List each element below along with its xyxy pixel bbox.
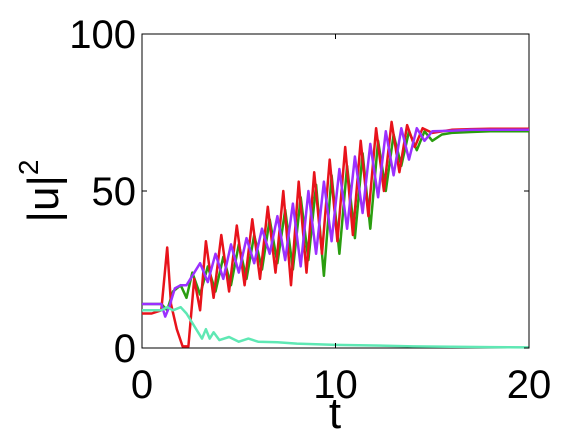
series-line-2 — [142, 120, 529, 348]
x-tick-label-10: 10 — [313, 363, 358, 407]
y-axis-label: |u|2 — [13, 160, 68, 223]
x-axis-label: t — [329, 389, 341, 438]
x-tick-label-20: 20 — [507, 363, 552, 407]
y-tick-label-100: 100 — [69, 13, 136, 57]
series-layer — [142, 120, 530, 349]
series-line-4 — [142, 305, 530, 349]
series-line-3 — [142, 126, 529, 318]
y-tick-label-50: 50 — [92, 170, 137, 214]
y-axis-label-sup: 2 — [13, 160, 44, 176]
y-tick-label-0: 0 — [114, 327, 136, 371]
plot-area — [141, 33, 530, 349]
svg-text:|u|2: |u|2 — [13, 160, 68, 223]
tick-layer: 0 10 20 0 50 100 — [69, 13, 551, 407]
x-tick-label-0: 0 — [131, 363, 153, 407]
y-axis-label-base: |u| — [19, 175, 68, 222]
